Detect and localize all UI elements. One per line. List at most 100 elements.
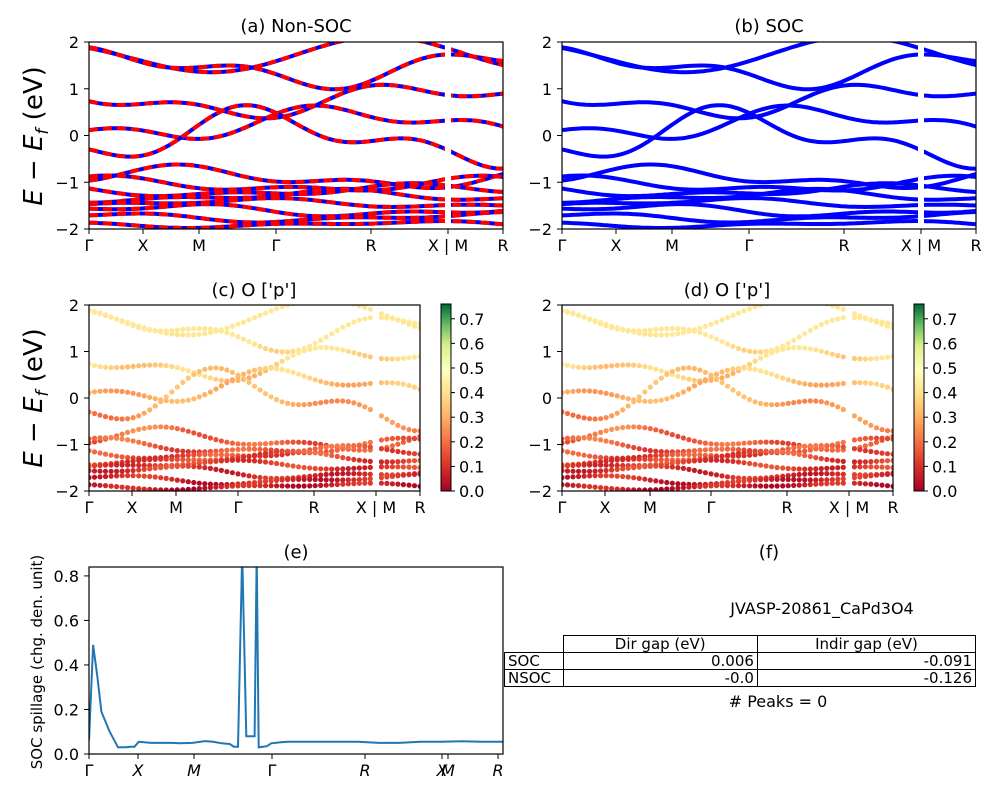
projection-point: [575, 451, 582, 457]
projection-point: [691, 452, 698, 458]
projection-point: [163, 446, 169, 452]
projection-point: [351, 477, 357, 483]
band-line-dashed: [89, 103, 503, 171]
projection-point: [329, 466, 335, 472]
colorbar-tick-label: 0.5: [932, 359, 957, 378]
projection-point: [240, 483, 247, 489]
projection-point: [680, 451, 687, 458]
projection-point: [218, 438, 224, 444]
projection-point: [713, 371, 720, 377]
projection-point: [818, 382, 824, 388]
projection-point: [686, 365, 692, 371]
projection-point: [274, 460, 280, 467]
ylabel-spillage: SOC spillage (chg. den. unit): [28, 555, 46, 770]
band-line: [562, 210, 976, 225]
projection-point: [334, 327, 340, 333]
projection-point: [570, 474, 576, 480]
projection-point: [97, 468, 103, 474]
projection-point: [752, 448, 758, 455]
colorbar-tick-label: 0.4: [459, 384, 484, 403]
projection-point: [873, 458, 880, 464]
x-tick-label: R: [887, 498, 898, 517]
projection-point: [351, 382, 357, 388]
projection-point: [141, 410, 147, 416]
projection-point: [323, 345, 329, 351]
projection-point: [169, 464, 175, 470]
band-line: [562, 103, 976, 141]
projection-point: [417, 465, 420, 471]
projection-point: [829, 477, 835, 483]
projection-point: [91, 449, 98, 455]
y-tick-label: −2: [55, 220, 79, 239]
x-tick-label: M: [441, 761, 455, 780]
projection-point: [125, 416, 131, 422]
projection-point: [664, 371, 670, 377]
projection-point: [769, 371, 775, 377]
projection-point: [730, 441, 736, 447]
projection-point: [598, 437, 604, 443]
projection-point: [235, 441, 241, 447]
projection-point: [669, 460, 675, 466]
projection-point: [389, 316, 395, 322]
projection-point: [603, 415, 609, 421]
projection-point: [658, 452, 664, 458]
projection-point: [691, 383, 698, 389]
projection-point: [174, 487, 180, 491]
x-tick-label: M: [187, 761, 201, 780]
projection-point: [653, 487, 659, 491]
projection-point: [719, 446, 725, 452]
projection-point: [818, 399, 824, 405]
projection-point: [307, 465, 313, 471]
projection-point: [158, 328, 164, 334]
projection-point: [680, 459, 687, 465]
projection-point: [829, 443, 835, 449]
projection-point: [829, 447, 835, 453]
projection-point: [362, 443, 368, 449]
projection-point: [857, 356, 863, 362]
projection-point: [91, 410, 98, 417]
x-tick-label: Γ: [85, 761, 94, 780]
projection-point: [873, 318, 880, 324]
projection-point: [323, 399, 329, 405]
projection-point: [136, 439, 142, 445]
projection-point: [835, 404, 841, 410]
projection-point: [835, 476, 841, 482]
projection-point: [609, 363, 615, 369]
projection-point: [224, 380, 230, 386]
projection-point: [329, 297, 334, 302]
projection-point: [119, 454, 125, 460]
projection-point: [224, 452, 230, 458]
projection-point: [213, 365, 219, 371]
projection-point: [796, 477, 802, 483]
projection-point: [246, 369, 252, 375]
projection-point: [218, 365, 224, 372]
table-cell-indir: -0.126: [756, 669, 977, 687]
projection-point: [691, 484, 698, 490]
y-tick-label: 0: [542, 127, 552, 146]
projection-point: [675, 325, 681, 332]
projection-point: [180, 379, 186, 385]
x-tick-label: X: [127, 498, 138, 517]
projection-point: [691, 438, 698, 444]
projection-point: [664, 326, 670, 332]
projection-point: [840, 458, 846, 464]
projection-point: [598, 429, 604, 435]
projection-point: [362, 480, 368, 486]
projection-point: [868, 317, 874, 323]
projection-point: [587, 453, 593, 459]
projection-point: [340, 324, 346, 330]
projection-point: [174, 426, 180, 432]
projection-point: [708, 334, 714, 340]
projection-point: [609, 467, 615, 473]
projection-point: [851, 311, 858, 317]
projection-point: [395, 448, 401, 455]
projection-point: [406, 482, 412, 488]
projection-point: [658, 428, 664, 434]
projection-point: [246, 473, 252, 479]
projection-point: [818, 442, 824, 449]
band-line: [562, 162, 976, 190]
projection-point: [229, 470, 235, 476]
projection-point: [301, 402, 307, 408]
projection-point: [296, 476, 302, 482]
projection-point: [218, 467, 224, 473]
